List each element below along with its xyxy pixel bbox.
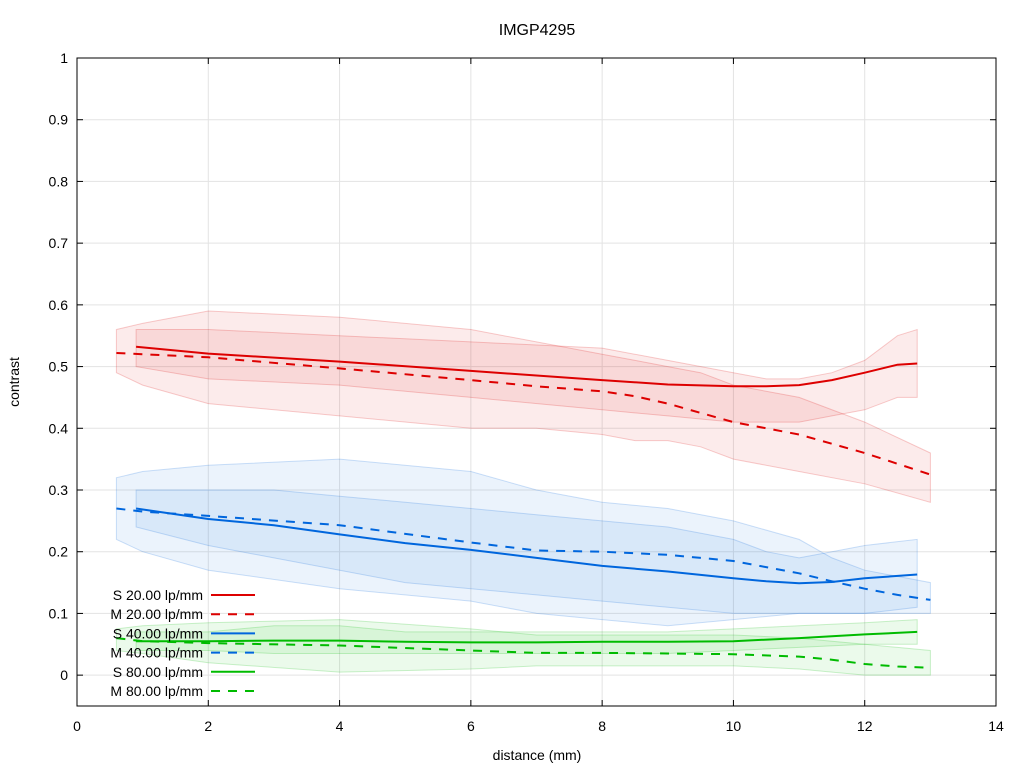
x-tick-label: 12 — [857, 718, 873, 734]
series-lines — [116, 345, 931, 669]
x-tick-label: 10 — [726, 718, 742, 734]
series-line-3 — [116, 507, 931, 601]
series-line-2 — [135, 507, 918, 585]
legend-label-5: M 80.00 lp/mm — [110, 683, 203, 699]
legend-label-1: M 20.00 lp/mm — [110, 606, 203, 622]
y-tick-label: 0.5 — [49, 359, 69, 375]
chart-title: IMGP4295 — [499, 22, 576, 39]
y-tick-label: 0.4 — [49, 420, 69, 436]
series-band-3 — [115, 458, 931, 627]
x-tick-label: 6 — [467, 718, 475, 734]
legend-label-2: S 40.00 lp/mm — [113, 625, 203, 641]
y-axis-label: contrast — [6, 357, 22, 407]
y-tick-label: 0.8 — [49, 173, 69, 189]
series-line-0 — [136, 345, 918, 388]
legend-label-3: M 40.00 lp/mm — [110, 645, 203, 661]
confidence-bands — [115, 310, 931, 676]
series-band-4 — [135, 619, 918, 654]
legend: S 20.00 lp/mm M 20.00 lp/mm S 40.00 lp/mm M… — [110, 587, 255, 699]
plot-frame — [76, 57, 997, 707]
series-line-4 — [136, 630, 918, 644]
y-tick-label: 1 — [60, 50, 68, 66]
legend-label-4: S 80.00 lp/mm — [113, 664, 203, 680]
x-axis-label: distance (mm) — [493, 747, 582, 763]
x-tick-label: 14 — [988, 718, 1004, 734]
y-tick-label: 0.1 — [49, 605, 69, 621]
x-tick-label: 0 — [73, 718, 81, 734]
x-tick-label: 8 — [598, 718, 606, 734]
series-line-5 — [116, 637, 931, 669]
y-tick-label: 0.2 — [49, 544, 69, 560]
y-tick-label: 0.7 — [49, 235, 69, 251]
series-band-1 — [115, 310, 931, 503]
series-band-2 — [135, 489, 918, 614]
x-tick-label: 2 — [204, 718, 212, 734]
y-tick-label: 0.9 — [49, 112, 69, 128]
y-tick-label: 0.6 — [49, 297, 69, 313]
x-tick-label: 4 — [336, 718, 344, 734]
legend-label-0: S 20.00 lp/mm — [113, 587, 203, 603]
y-tick-label: 0.3 — [49, 482, 69, 498]
y-tick-label: 0 — [60, 667, 68, 683]
axis-ticks: 0 2 4 6 8 10 12 14 0 0.1 0.2 0.3 0.4 0.5 0.6 0.7 0.8 0.9 1 — [49, 50, 1004, 734]
series-band-5 — [115, 619, 931, 676]
